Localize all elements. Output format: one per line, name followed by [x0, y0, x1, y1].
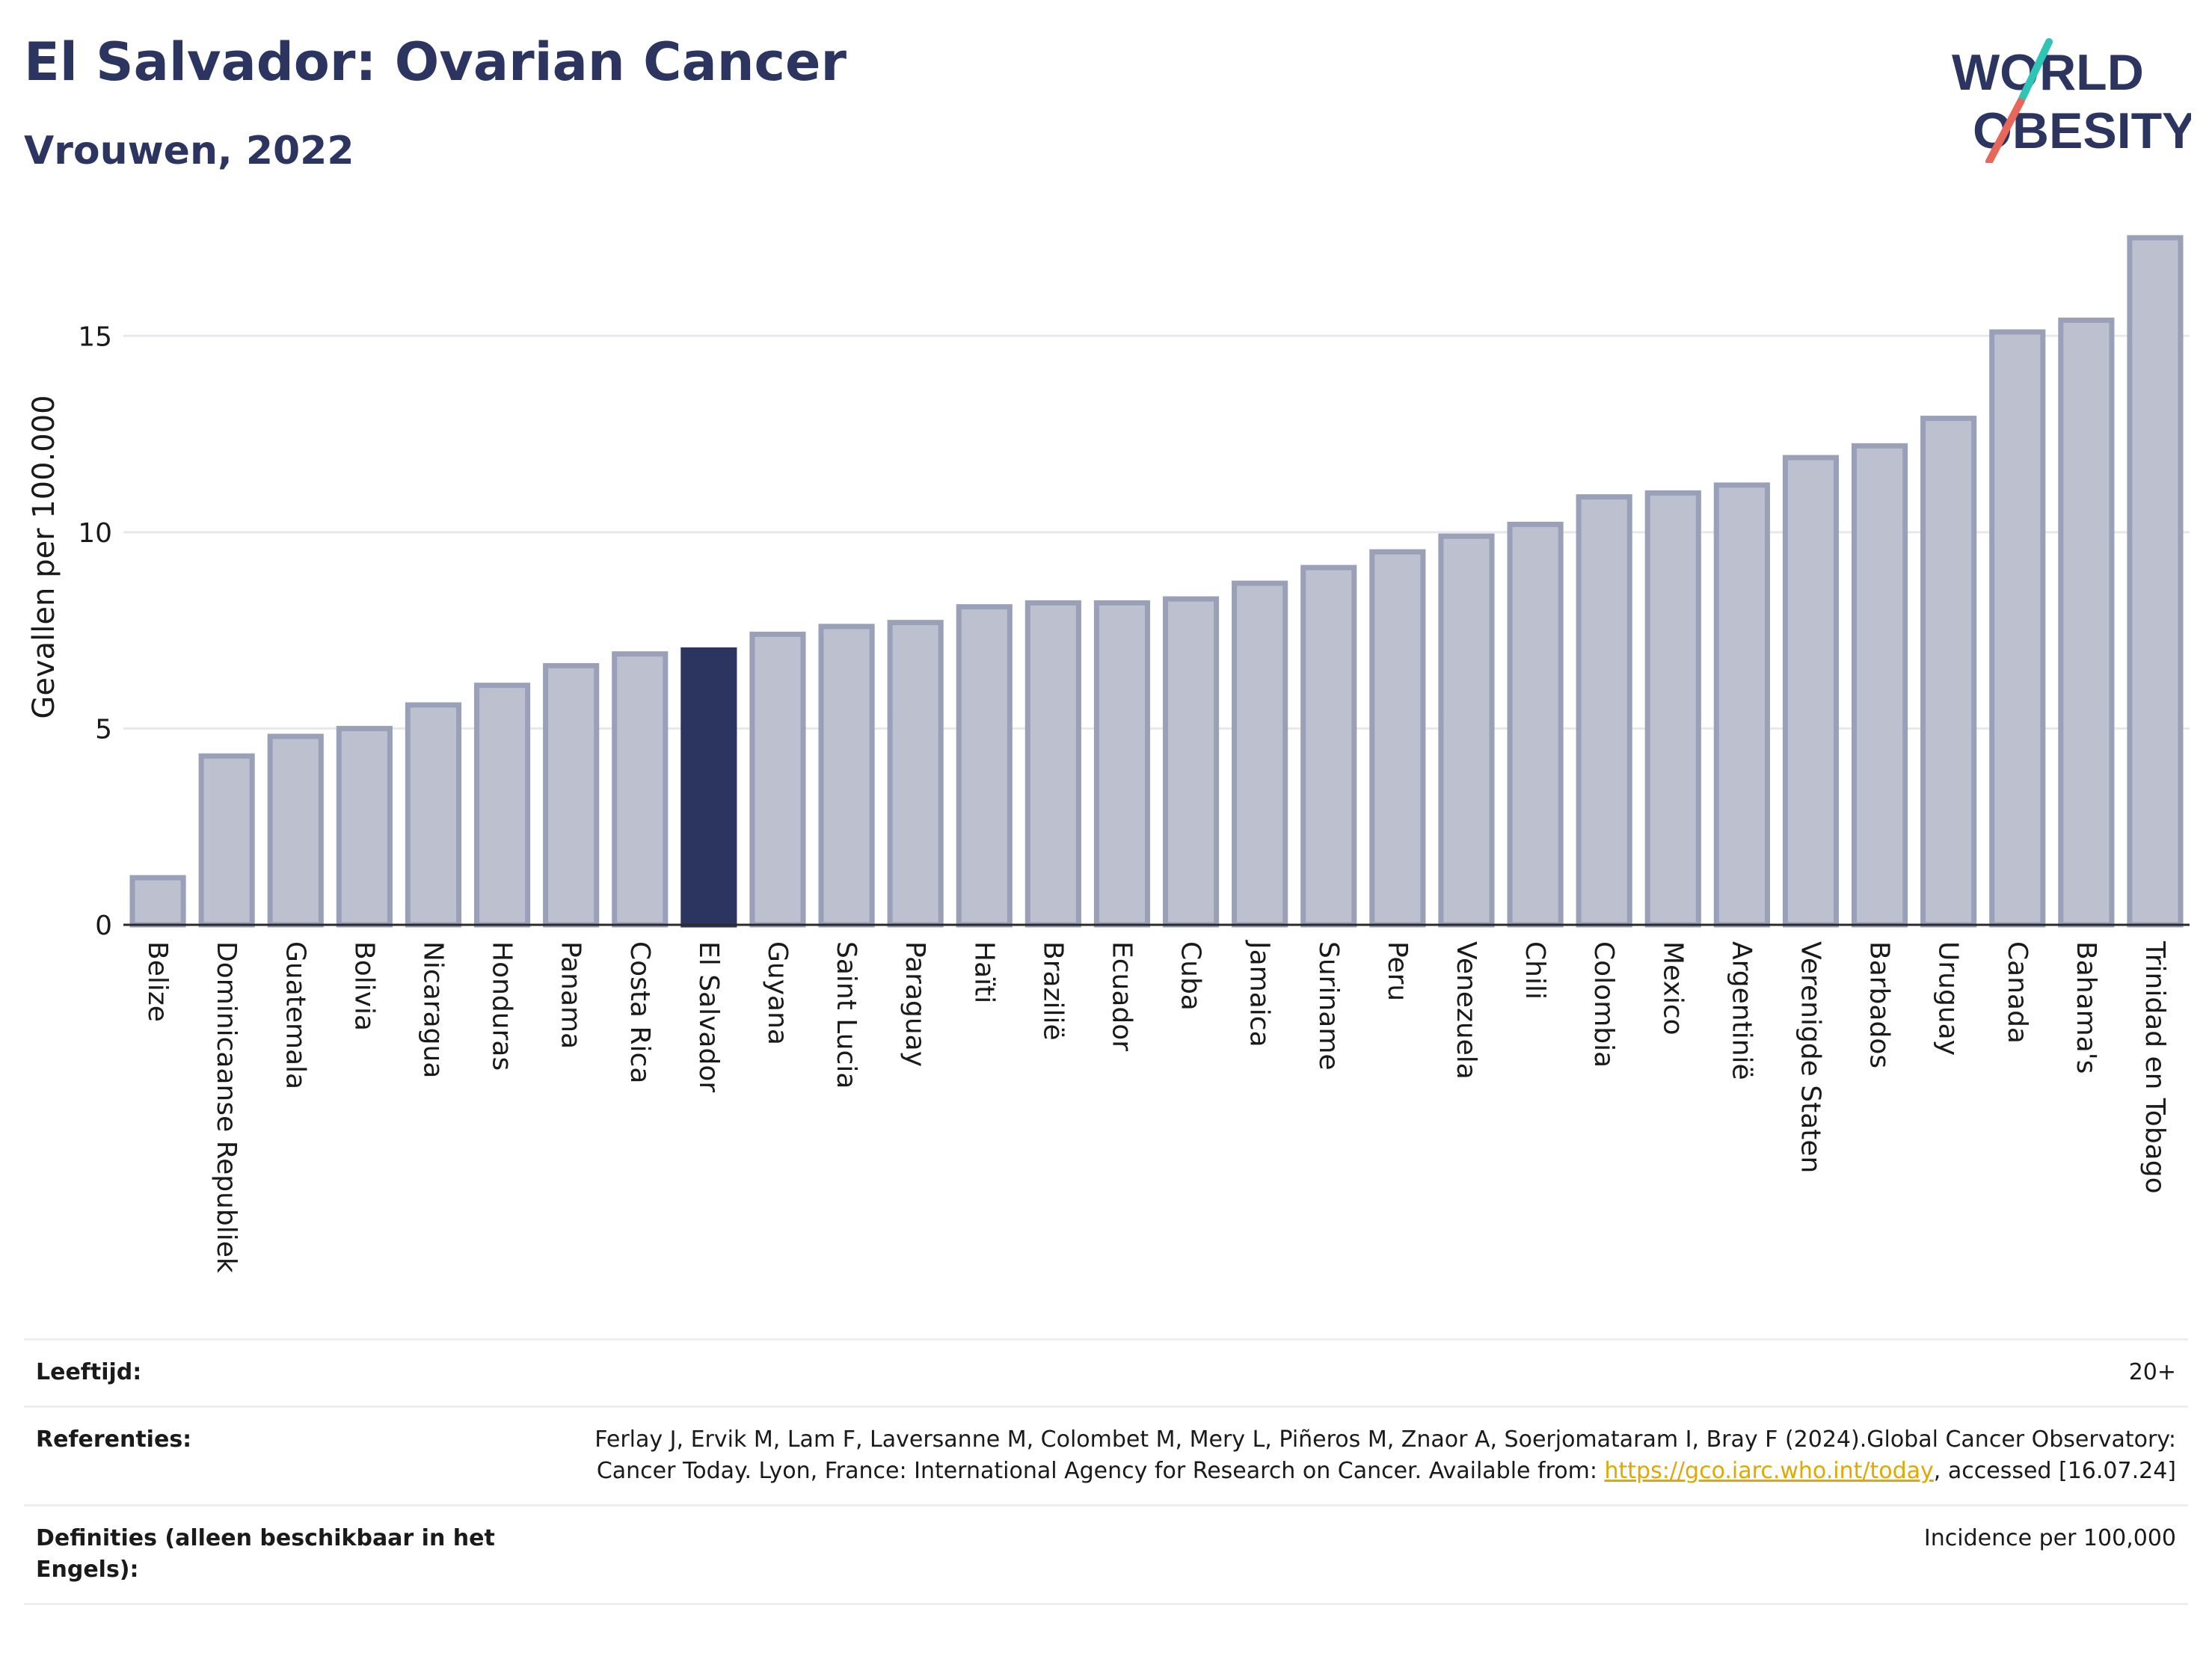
- references-text-2: , accessed [16.07.24]: [1933, 1458, 2176, 1485]
- x-tick-label: Panama: [556, 941, 586, 1049]
- bar: [818, 624, 875, 928]
- bar: [2127, 235, 2184, 928]
- x-tick-label: El Salvador: [693, 941, 724, 1092]
- world-obesity-logo: WORLD OBESITY: [1952, 38, 2191, 163]
- x-tick-label: Argentinië: [1726, 941, 1757, 1080]
- x-tick-label: Guatemala: [280, 941, 310, 1089]
- x-tick-label: Nicaragua: [417, 941, 448, 1078]
- bar: [1644, 490, 1701, 928]
- references-text-1: Ferlay J, Ervik M, Lam F, Laversanne M, …: [595, 1426, 2176, 1485]
- page-title: El Salvador: Ovarian Cancer: [24, 31, 847, 93]
- y-tick-label: 5: [95, 714, 112, 745]
- x-tick-label: Suriname: [1313, 941, 1344, 1071]
- bar: [2058, 317, 2115, 928]
- axis-layer: 0 5 10 15 Belize Dominicaanse Republiek Guatem…: [78, 321, 2190, 1273]
- y-tick-label: 0: [95, 911, 112, 941]
- x-tick-label: Jamaica: [1244, 940, 1275, 1047]
- logo-line-1: WORLD: [1952, 44, 2144, 101]
- x-tick-label: Brazilië: [1037, 941, 1068, 1041]
- x-tick-label: Ecuador: [1106, 941, 1137, 1051]
- x-tick-label: Canada: [2002, 941, 2033, 1044]
- y-tick-label: 15: [78, 321, 112, 352]
- grid-layer: [123, 334, 2190, 730]
- bar-layer: [129, 235, 2184, 928]
- x-tick-label: Belize: [142, 941, 173, 1022]
- bar: [1989, 329, 2046, 928]
- bar: [129, 875, 186, 928]
- info-row-references: Referenties: Ferlay J, Ervik M, Lam F, L…: [24, 1405, 2188, 1504]
- definitions-label: Definities (alleen beschikbaar in het En…: [36, 1524, 495, 1583]
- bar: [956, 604, 1013, 928]
- page-subtitle: Vrouwen, 2022: [24, 129, 354, 173]
- age-label: Leeftijd:: [36, 1359, 142, 1385]
- bar: [612, 651, 669, 928]
- bar: [1438, 533, 1495, 928]
- bar: [1507, 521, 1564, 928]
- x-tick-label: Saint Lucia: [831, 941, 861, 1089]
- bar: [405, 702, 462, 928]
- logo-slash-coral: [1985, 98, 2024, 163]
- bar: [1162, 596, 1220, 928]
- x-tick-label: Chili: [1520, 941, 1550, 1000]
- bar: [1713, 482, 1770, 928]
- age-value: 20+: [2128, 1359, 2176, 1385]
- bar: [543, 662, 600, 928]
- bar: [1920, 416, 1977, 928]
- bar: [1024, 600, 1081, 928]
- logo-slash-teal: [2017, 38, 2053, 105]
- x-tick-label: Guyana: [762, 941, 793, 1045]
- references-label: Referenties:: [36, 1426, 192, 1453]
- x-tick-label: Uruguay: [1933, 941, 1964, 1056]
- y-axis-label: Gevallen per 100.000: [27, 395, 61, 718]
- y-tick-label: 10: [78, 518, 112, 549]
- x-tick-label: Honduras: [487, 941, 517, 1071]
- info-row-definitions: Definities (alleen beschikbaar in het En…: [24, 1503, 2188, 1605]
- references-link[interactable]: https://gco.iarc.who.int/today: [1604, 1458, 1934, 1485]
- x-tick-label: Barbados: [1864, 941, 1895, 1068]
- definitions-value: Incidence per 100,000: [1923, 1524, 2176, 1551]
- bar: [1232, 580, 1288, 928]
- bar: [1851, 443, 1908, 928]
- x-tick-label: Dominicaanse Republiek: [211, 941, 242, 1273]
- x-tick-label: Mexico: [1657, 941, 1688, 1035]
- x-tick-label: Venezuela: [1451, 941, 1481, 1080]
- bar: [887, 620, 944, 928]
- x-tick-label: Trinidad en Tobago: [2139, 941, 2170, 1194]
- bar: [267, 733, 324, 928]
- x-tick-label: Bolivia: [348, 941, 379, 1031]
- bar: [1576, 494, 1632, 928]
- references-value: Ferlay J, Ervik M, Lam F, Laversanne M, …: [568, 1424, 2176, 1488]
- bar: [1300, 564, 1357, 928]
- x-tick-label: Costa Rica: [624, 941, 655, 1083]
- bar: [473, 683, 531, 928]
- bar: [1093, 600, 1151, 928]
- x-tick-label: Haïti: [968, 941, 999, 1003]
- x-tick-label: Cuba: [1176, 941, 1206, 1011]
- bar-highlight: [681, 647, 737, 928]
- x-tick-label: Colombia: [1588, 941, 1619, 1068]
- x-tick-label: Verenigde Staten: [1795, 941, 1825, 1173]
- x-tick-label: Paraguay: [900, 941, 930, 1067]
- x-tick-label: Peru: [1382, 941, 1413, 1001]
- info-table: Leeftijd: 20+ Referenties: Ferlay J, Erv…: [24, 1338, 2188, 1605]
- x-tick-label: Bahama's: [2071, 941, 2101, 1074]
- info-row-age: Leeftijd: 20+: [24, 1338, 2188, 1406]
- bar: [1369, 549, 1426, 928]
- bar: [198, 753, 255, 928]
- bar: [336, 725, 393, 928]
- bar: [749, 631, 806, 928]
- bar: [1782, 455, 1840, 928]
- bar-chart: 0 5 10 15 Belize Dominicaanse Republiek Guatem…: [27, 235, 2190, 1273]
